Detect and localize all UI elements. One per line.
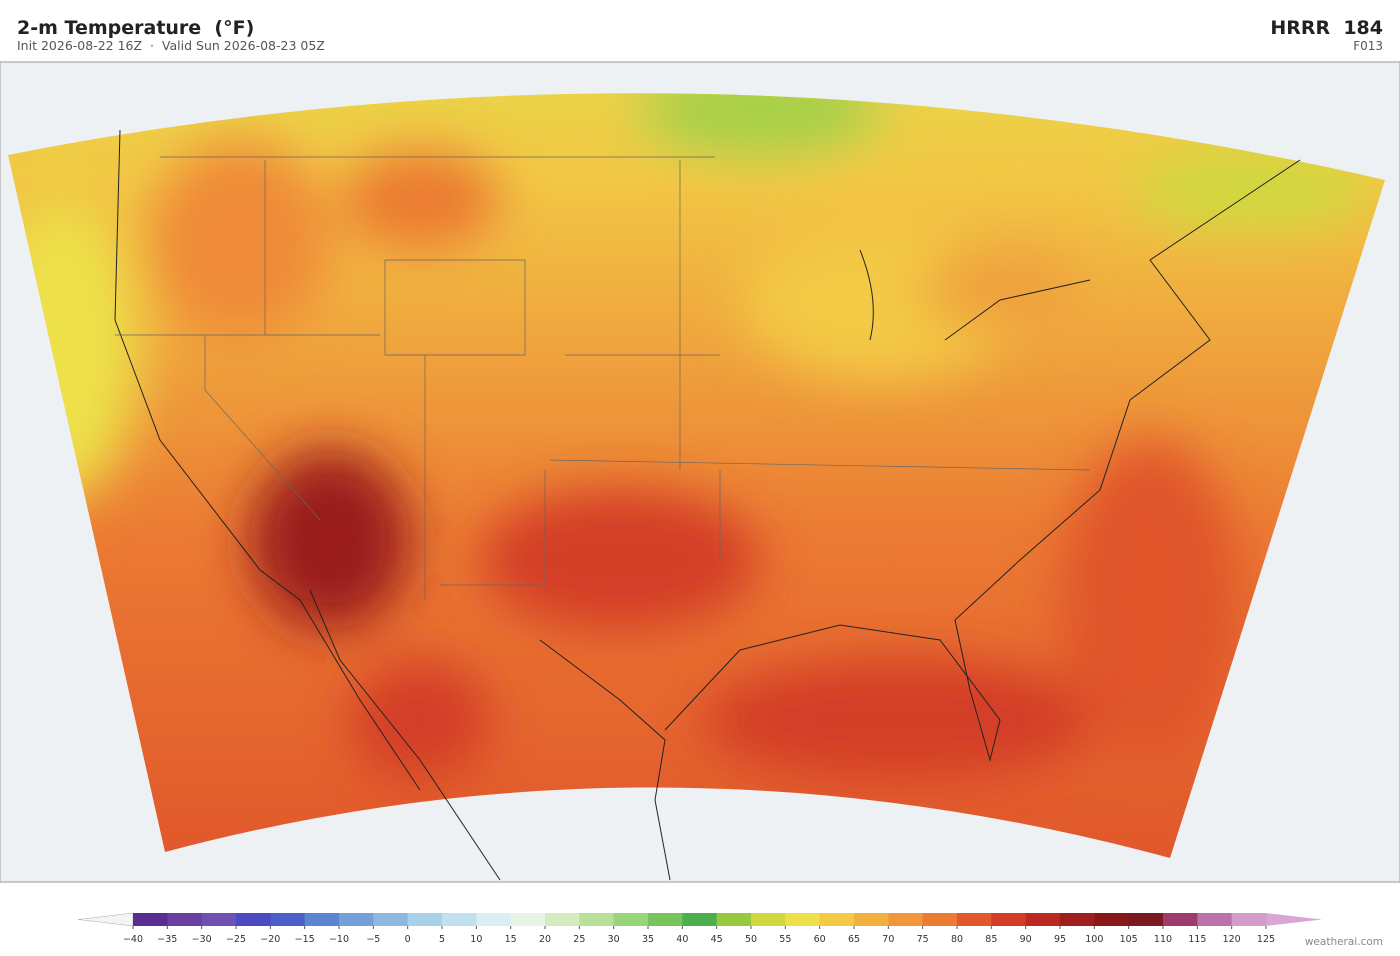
colorbar-segment bbox=[476, 913, 512, 926]
colorbar-tick-label: 5 bbox=[439, 934, 445, 945]
colorbar-tick-label: −40 bbox=[123, 934, 143, 945]
colorbar-tick-label: 20 bbox=[539, 934, 551, 945]
colorbar: −40 −35 −30 −25 −20 −15 −10 −5 0 5 10 15 20 25 30 35 40 4… bbox=[77, 912, 1322, 945]
colorbar-tick-label: 40 bbox=[676, 934, 688, 945]
colorbar-segment bbox=[716, 913, 752, 926]
colorbar-segment bbox=[339, 913, 374, 926]
colorbar-tick-label: 120 bbox=[1223, 934, 1241, 945]
temperature-field bbox=[8, 93, 1385, 858]
title: 2-m Temperature (°F) bbox=[17, 17, 254, 39]
colorbar-segment bbox=[407, 913, 443, 926]
colorbar-segment bbox=[1025, 913, 1061, 926]
colorbar-tick-label: 105 bbox=[1120, 934, 1138, 945]
colorbar-tick-label: 100 bbox=[1085, 934, 1103, 945]
forecast-hour: F013 bbox=[1353, 39, 1383, 53]
colorbar-tick-label: 90 bbox=[1020, 934, 1032, 945]
colorbar-tick-label: 110 bbox=[1154, 934, 1172, 945]
colorbar-segment bbox=[1128, 913, 1164, 926]
colorbar-tick-label: −30 bbox=[192, 934, 212, 945]
colorbar-segment bbox=[373, 913, 409, 926]
colorbar-segment bbox=[510, 913, 546, 926]
model: HRRR 184 bbox=[1270, 17, 1383, 39]
credit: weatherai.com bbox=[1305, 936, 1383, 948]
colorbar-tick-label: 115 bbox=[1188, 934, 1206, 945]
borders bbox=[115, 156, 1091, 600]
subtitle: Init 2026-08-22 16Z · Valid Sun 2026-08-… bbox=[17, 38, 325, 53]
colorbar-segment bbox=[957, 913, 992, 926]
colorbar-segment bbox=[236, 913, 271, 926]
colorbar-tick-label: −10 bbox=[329, 934, 349, 945]
colorbar-segment bbox=[682, 913, 718, 926]
colorbar-tick-label: 70 bbox=[882, 934, 894, 945]
coastlines bbox=[114, 129, 1301, 881]
colorbar-segment bbox=[613, 913, 649, 926]
colorbar-segment bbox=[922, 913, 958, 926]
colorbar-segment bbox=[854, 913, 889, 926]
colorbar-tick-label: 80 bbox=[951, 934, 963, 945]
colorbar-segment bbox=[167, 913, 203, 926]
colorbar-tick-label: 50 bbox=[745, 934, 757, 945]
colorbar-segment bbox=[648, 913, 683, 926]
colorbar-tick-label: −15 bbox=[295, 934, 315, 945]
colorbar-segment bbox=[1094, 913, 1130, 926]
colorbar-segment bbox=[751, 913, 786, 926]
colorbar-tick-label: 125 bbox=[1257, 934, 1275, 945]
colorbar-tick-label: −5 bbox=[366, 934, 380, 945]
colorbar-tick-label: 65 bbox=[848, 934, 860, 945]
colorbar-tick-label: 35 bbox=[642, 934, 654, 945]
colorbar-segment bbox=[270, 913, 306, 926]
colorbar-tick-label: 75 bbox=[917, 934, 929, 945]
colorbar-tick-label: 15 bbox=[505, 934, 517, 945]
colorbar-segment bbox=[201, 913, 237, 926]
colorbar-segment bbox=[133, 913, 168, 926]
colorbar-tick-label: 60 bbox=[814, 934, 826, 945]
colorbar-segment bbox=[442, 913, 477, 926]
colorbar-tick-label: 95 bbox=[1054, 934, 1066, 945]
colorbar-tick-label: 0 bbox=[405, 934, 411, 945]
colorbar-tick-label: 55 bbox=[779, 934, 791, 945]
colorbar-tick-label: 10 bbox=[470, 934, 482, 945]
colorbar-segment bbox=[991, 913, 1027, 926]
colorbar-tick-label: −35 bbox=[157, 934, 177, 945]
colorbar-segment bbox=[888, 913, 924, 926]
colorbar-extend-low bbox=[77, 912, 134, 927]
colorbar-segment bbox=[304, 913, 340, 926]
colorbar-tick-label: 30 bbox=[608, 934, 620, 945]
colorbar-tick-label: −25 bbox=[226, 934, 246, 945]
colorbar-segment bbox=[545, 913, 580, 926]
colorbar-segment bbox=[579, 913, 615, 926]
map bbox=[0, 61, 1400, 883]
colorbar-tick-label: −20 bbox=[260, 934, 280, 945]
colorbar-tick-label: 25 bbox=[573, 934, 585, 945]
colorbar-segment bbox=[1163, 913, 1198, 926]
colorbar-segment bbox=[1231, 913, 1267, 926]
colorbar-tick-label: 85 bbox=[985, 934, 997, 945]
colorbar-segment bbox=[785, 913, 821, 926]
colorbar-extend-high bbox=[1266, 913, 1322, 926]
colorbar-segment bbox=[1060, 913, 1095, 926]
colorbar-segment bbox=[1197, 913, 1233, 926]
colorbar-segment bbox=[819, 913, 855, 926]
colorbar-tick-label: 45 bbox=[711, 934, 723, 945]
